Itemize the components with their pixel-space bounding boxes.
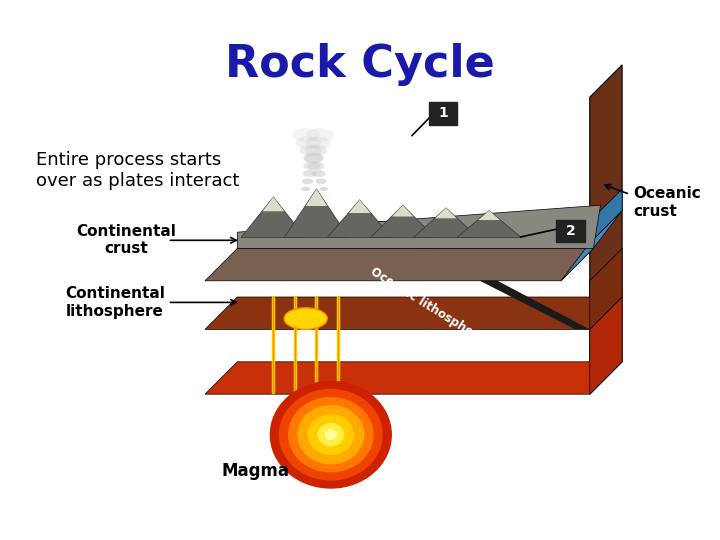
Polygon shape bbox=[284, 189, 348, 238]
Ellipse shape bbox=[302, 178, 313, 184]
Polygon shape bbox=[590, 65, 622, 394]
Polygon shape bbox=[413, 208, 478, 238]
Ellipse shape bbox=[307, 414, 354, 455]
Ellipse shape bbox=[302, 187, 310, 191]
Ellipse shape bbox=[312, 170, 325, 177]
Polygon shape bbox=[590, 248, 622, 329]
Polygon shape bbox=[263, 197, 284, 211]
Ellipse shape bbox=[315, 178, 327, 184]
Text: Oceanic lithosphere: Oceanic lithosphere bbox=[369, 265, 487, 346]
Text: Continental
lithosphere: Continental lithosphere bbox=[65, 286, 165, 319]
Ellipse shape bbox=[307, 161, 325, 170]
Polygon shape bbox=[328, 200, 392, 238]
Text: Entire process starts
over as plates interact: Entire process starts over as plates int… bbox=[36, 151, 239, 190]
Polygon shape bbox=[306, 189, 328, 206]
Text: Rock Cycle: Rock Cycle bbox=[225, 43, 495, 86]
Polygon shape bbox=[241, 197, 306, 238]
Ellipse shape bbox=[288, 397, 374, 472]
Polygon shape bbox=[205, 248, 593, 281]
Ellipse shape bbox=[305, 145, 327, 156]
Ellipse shape bbox=[302, 170, 317, 177]
Polygon shape bbox=[590, 292, 622, 394]
Ellipse shape bbox=[303, 161, 320, 170]
Ellipse shape bbox=[304, 153, 323, 163]
Polygon shape bbox=[456, 211, 521, 238]
Polygon shape bbox=[561, 211, 622, 281]
Polygon shape bbox=[435, 208, 456, 218]
Text: Oceanic
crust: Oceanic crust bbox=[633, 186, 701, 219]
Ellipse shape bbox=[296, 137, 321, 149]
Ellipse shape bbox=[300, 145, 322, 156]
Polygon shape bbox=[205, 297, 622, 329]
Polygon shape bbox=[392, 205, 413, 217]
Polygon shape bbox=[370, 205, 435, 238]
Ellipse shape bbox=[320, 187, 328, 191]
Text: Magma: Magma bbox=[221, 462, 289, 480]
Ellipse shape bbox=[279, 389, 383, 481]
Ellipse shape bbox=[297, 405, 364, 464]
Ellipse shape bbox=[325, 429, 337, 440]
Polygon shape bbox=[238, 205, 600, 248]
Text: 1: 1 bbox=[438, 106, 448, 120]
Text: 2: 2 bbox=[565, 224, 575, 238]
Ellipse shape bbox=[306, 128, 334, 142]
Ellipse shape bbox=[305, 137, 330, 149]
Ellipse shape bbox=[284, 308, 328, 329]
Polygon shape bbox=[478, 211, 500, 220]
FancyBboxPatch shape bbox=[428, 102, 457, 125]
Polygon shape bbox=[348, 200, 370, 213]
Polygon shape bbox=[205, 362, 622, 394]
Ellipse shape bbox=[304, 153, 324, 163]
FancyBboxPatch shape bbox=[556, 220, 585, 242]
Ellipse shape bbox=[292, 128, 320, 142]
Polygon shape bbox=[363, 221, 590, 329]
Polygon shape bbox=[590, 189, 622, 243]
Ellipse shape bbox=[270, 381, 392, 489]
Text: Continental
crust: Continental crust bbox=[76, 224, 176, 256]
Ellipse shape bbox=[318, 423, 344, 447]
